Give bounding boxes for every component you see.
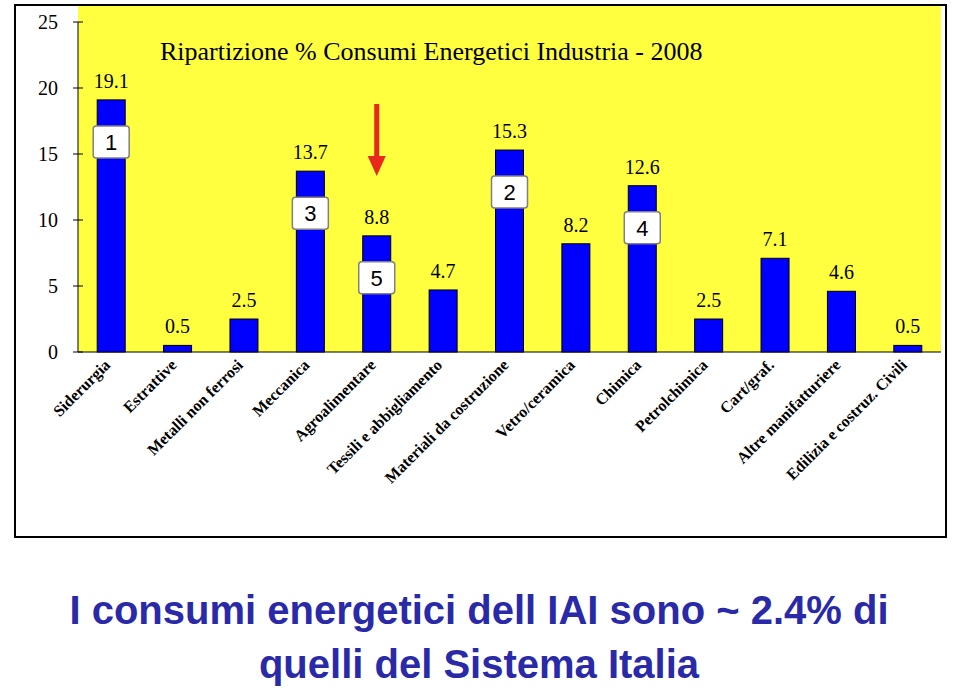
rank-box bbox=[492, 176, 528, 208]
data-label: 4.6 bbox=[829, 261, 854, 283]
data-label: 13.7 bbox=[293, 141, 328, 163]
data-label: 0.5 bbox=[165, 315, 190, 337]
bar bbox=[628, 186, 656, 352]
data-label: 7.1 bbox=[763, 228, 788, 250]
y-tick-label: 15 bbox=[38, 143, 58, 165]
x-tick-label: Meccanica bbox=[249, 356, 313, 420]
data-label: 15.3 bbox=[492, 120, 527, 142]
bar bbox=[429, 290, 457, 352]
data-label: 4.7 bbox=[431, 260, 456, 282]
arrow bbox=[374, 104, 379, 158]
x-tick-label: Tessili e abbigliamento bbox=[324, 356, 446, 478]
chart-frame bbox=[15, 5, 946, 537]
data-label: 12.6 bbox=[625, 156, 660, 178]
bar bbox=[894, 345, 922, 352]
y-tick bbox=[73, 154, 83, 155]
data-label: 2.5 bbox=[696, 289, 721, 311]
data-label: 19.1 bbox=[94, 70, 129, 92]
x-tick-label: Edilizia e costruz. Civili bbox=[783, 356, 910, 483]
rank-box bbox=[93, 126, 129, 158]
y-axis bbox=[78, 22, 79, 352]
y-tick bbox=[73, 286, 83, 287]
caption: quelli del Sistema Italia bbox=[259, 642, 700, 686]
plot-background bbox=[78, 6, 941, 352]
x-tick-label: Estrattive bbox=[120, 356, 180, 416]
caption: I consumi energetici dell IAI sono ~ 2.4… bbox=[69, 588, 888, 632]
rank-label: 5 bbox=[371, 266, 383, 291]
x-tick-label: Siderurgia bbox=[50, 356, 114, 420]
bar bbox=[562, 244, 590, 352]
x-tick-label: Cart/graf. bbox=[716, 356, 777, 417]
data-label: 2.5 bbox=[231, 289, 256, 311]
rank-label: 3 bbox=[304, 201, 316, 226]
bar bbox=[164, 345, 192, 352]
bar bbox=[695, 319, 723, 352]
y-tick-label: 20 bbox=[38, 77, 58, 99]
x-tick-label: Materiali da costruzione bbox=[381, 356, 511, 486]
y-tick-label: 25 bbox=[38, 11, 58, 33]
bar bbox=[230, 319, 258, 352]
rank-label: 2 bbox=[503, 180, 515, 205]
arrow-head bbox=[368, 156, 386, 176]
x-tick-label: Vetro/ceramica bbox=[492, 356, 578, 442]
data-label: 8.8 bbox=[364, 206, 389, 228]
y-tick-label: 0 bbox=[48, 341, 58, 363]
x-tick-label: Metalli non ferrosi bbox=[144, 356, 247, 459]
data-label: 8.2 bbox=[563, 214, 588, 236]
y-tick bbox=[73, 22, 83, 23]
x-tick-label: Chimica bbox=[592, 356, 645, 409]
rank-box bbox=[624, 212, 660, 244]
y-tick bbox=[73, 88, 83, 89]
y-tick-label: 5 bbox=[48, 275, 58, 297]
rank-box bbox=[292, 197, 328, 229]
bar bbox=[827, 291, 855, 352]
y-tick-label: 10 bbox=[38, 209, 58, 231]
y-tick bbox=[73, 220, 83, 221]
rank-label: 1 bbox=[105, 130, 117, 155]
rank-label: 4 bbox=[636, 216, 648, 241]
title: Ripartizione % Consumi Energetici Indust… bbox=[160, 37, 703, 66]
y-tick bbox=[73, 352, 83, 353]
x-tick-label: Petrolchimica bbox=[632, 356, 711, 435]
rank-box bbox=[359, 262, 395, 294]
bar bbox=[761, 258, 789, 352]
data-label: 0.5 bbox=[895, 315, 920, 337]
